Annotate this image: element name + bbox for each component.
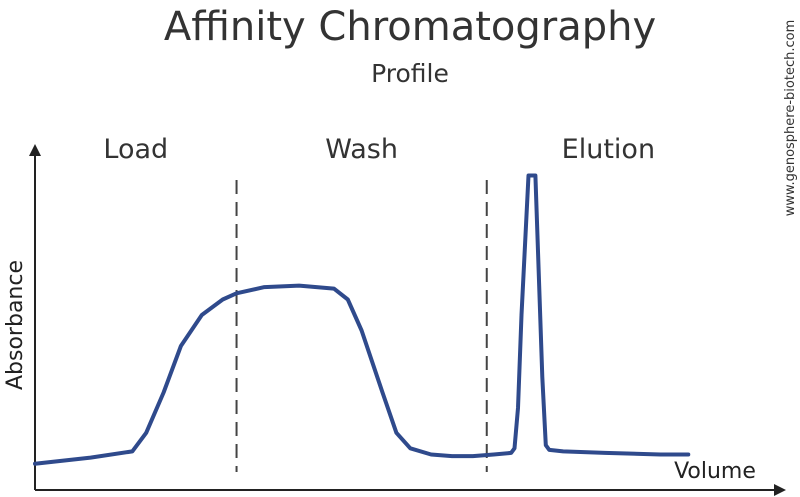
chart-title: Affinity Chromatography bbox=[164, 4, 656, 50]
absorbance-line bbox=[33, 173, 691, 466]
series-group bbox=[33, 173, 691, 466]
watermark: www.genosphere-biotech.com bbox=[783, 20, 798, 217]
phase-boundaries bbox=[235, 180, 488, 472]
chart-subtitle: Profile bbox=[371, 59, 449, 88]
phase-labels: Load Wash Elution bbox=[103, 134, 655, 165]
phase-label-load: Load bbox=[103, 134, 168, 165]
x-axis-label: Volume bbox=[674, 459, 756, 484]
y-axis-label: Absorbance bbox=[3, 260, 28, 390]
phase-label-elution: Elution bbox=[562, 134, 655, 165]
phase-label-wash: Wash bbox=[325, 134, 398, 165]
